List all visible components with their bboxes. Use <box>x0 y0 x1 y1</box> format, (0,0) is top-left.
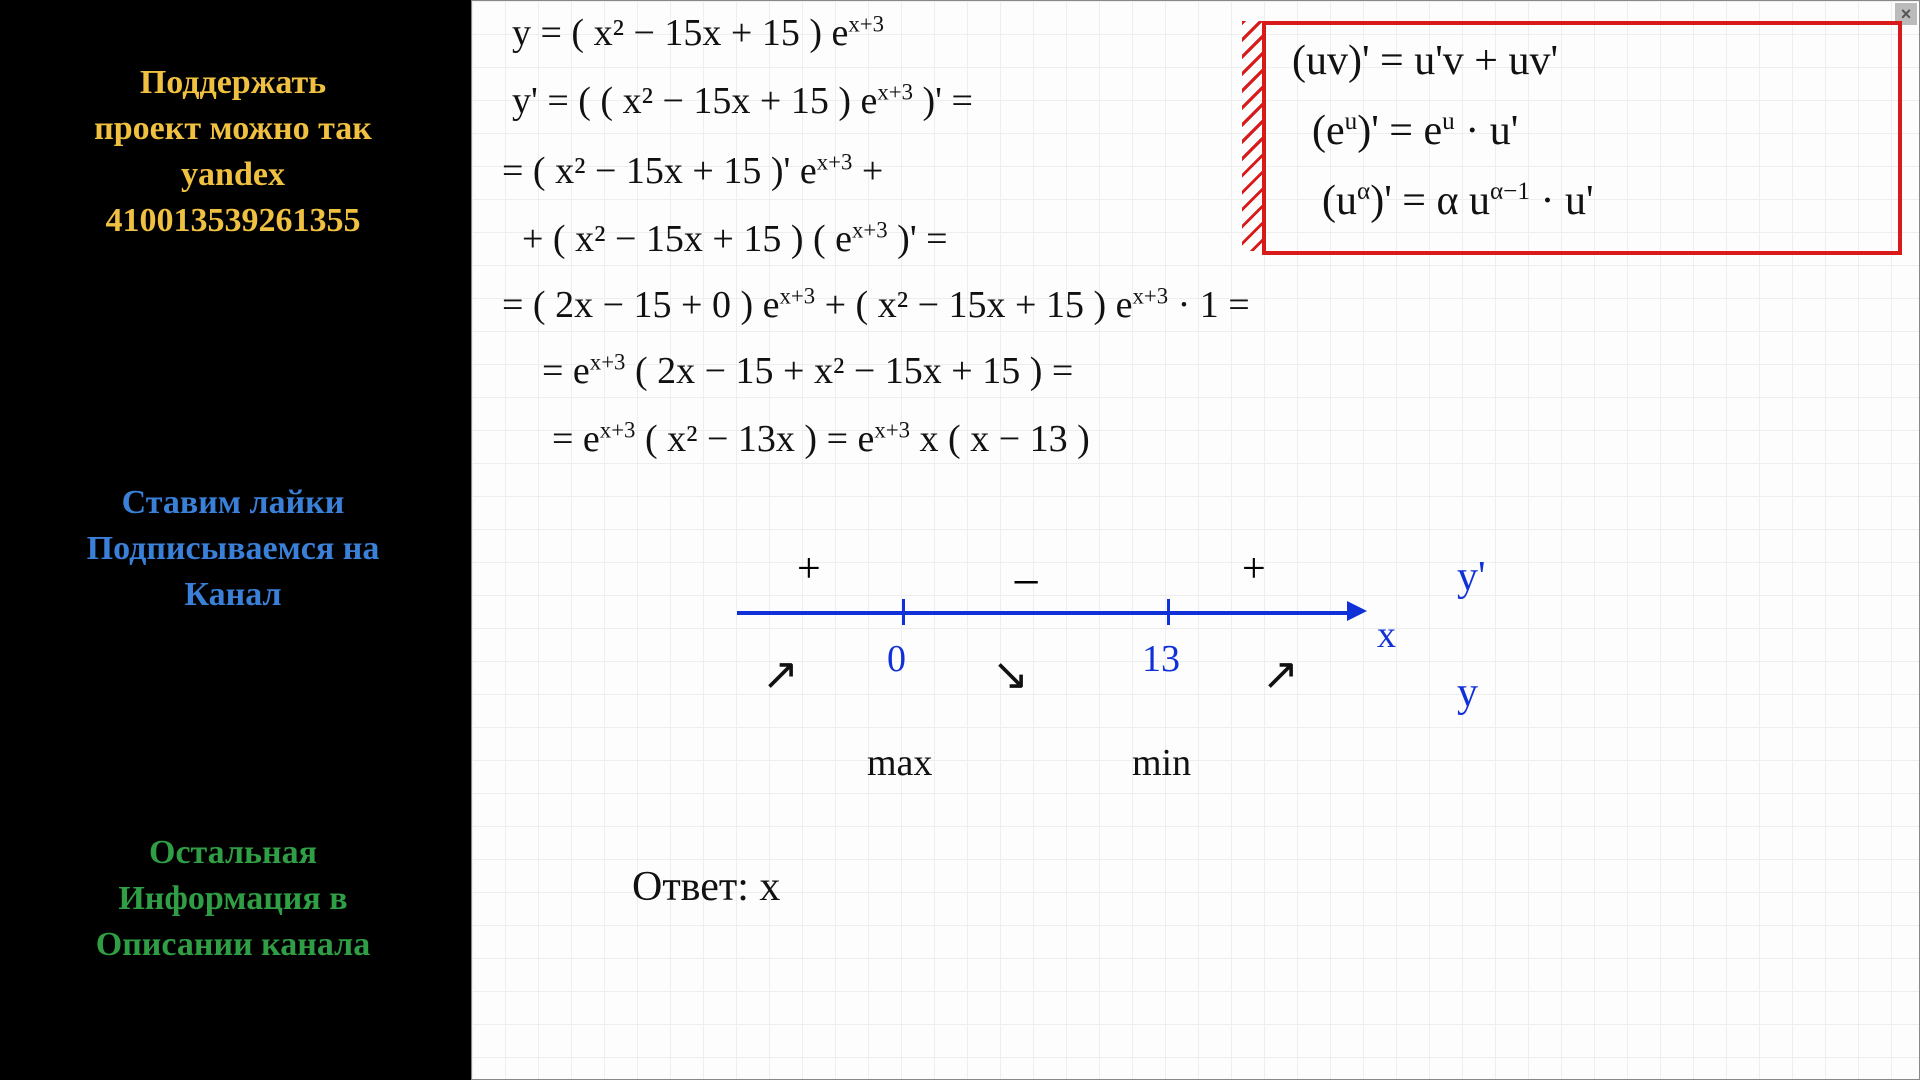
equation-line: = ex+3 ( 2x − 15 + x² − 15x + 15 ) = <box>542 349 1073 393</box>
support-line: Поддержать <box>0 60 466 106</box>
support-text: Поддержать проект можно так yandex 41001… <box>0 60 466 244</box>
subscribe-line: Подписываемся на <box>0 526 466 572</box>
slope-down-icon: ↘ <box>992 649 1029 700</box>
point-label-13: 13 <box>1142 637 1180 681</box>
rule-product: (uv)' = u'v + uv' <box>1292 37 1558 85</box>
slope-up-icon: ↗ <box>1262 649 1299 700</box>
number-line <box>737 611 1347 615</box>
support-line: 410013539261355 <box>0 198 466 244</box>
tick-0 <box>902 599 905 625</box>
whiteboard: × y = ( x² − 15x + 15 ) ex+3 y' = ( ( x²… <box>471 0 1920 1080</box>
support-line: yandex <box>0 152 466 198</box>
number-line-arrow <box>1347 601 1367 621</box>
formula-box-hatch <box>1242 21 1262 251</box>
info-text: Остальная Информация в Описании канала <box>0 830 466 968</box>
rule-power: (uα)' = α uα−1 · u' <box>1322 177 1594 225</box>
extremum-max: max <box>867 741 932 785</box>
support-line: проект можно так <box>0 106 466 152</box>
tick-13 <box>1167 599 1170 625</box>
info-line: Остальная <box>0 830 466 876</box>
equation-line: + ( x² − 15x + 15 ) ( ex+3 )' = <box>522 217 948 261</box>
info-line: Информация в <box>0 876 466 922</box>
sign-plus-left: + <box>797 545 821 593</box>
axis-yprime-label: y' <box>1457 553 1486 601</box>
equation-line: = ex+3 ( x² − 13x ) = ex+3 x ( x − 13 ) <box>552 417 1090 461</box>
axis-x-label: x <box>1377 613 1396 657</box>
sidebar: Поддержать проект можно так yandex 41001… <box>0 0 466 1080</box>
subscribe-line: Канал <box>0 572 466 618</box>
sign-plus-right: + <box>1242 545 1266 593</box>
equation-line: = ( 2x − 15 + 0 ) ex+3 + ( x² − 15x + 15… <box>502 283 1250 327</box>
answer-line: Ответ: x <box>632 863 780 911</box>
equation-line: y = ( x² − 15x + 15 ) ex+3 <box>512 11 884 55</box>
subscribe-line: Ставим лайки <box>0 480 466 526</box>
axis-y-label: y <box>1457 669 1478 717</box>
video-frame: Поддержать проект можно так yandex 41001… <box>0 0 1920 1080</box>
info-line: Описании канала <box>0 922 466 968</box>
extremum-min: min <box>1132 741 1191 785</box>
slope-up-icon: ↗ <box>762 649 799 700</box>
subscribe-text: Ставим лайки Подписываемся на Канал <box>0 480 466 618</box>
sign-minus: − <box>1012 553 1040 611</box>
equation-line: = ( x² − 15x + 15 )' ex+3 + <box>502 149 883 193</box>
rule-exp: (eu)' = eu · u' <box>1312 107 1518 155</box>
point-label-0: 0 <box>887 637 906 681</box>
equation-line: y' = ( ( x² − 15x + 15 ) ex+3 )' = <box>512 79 973 123</box>
